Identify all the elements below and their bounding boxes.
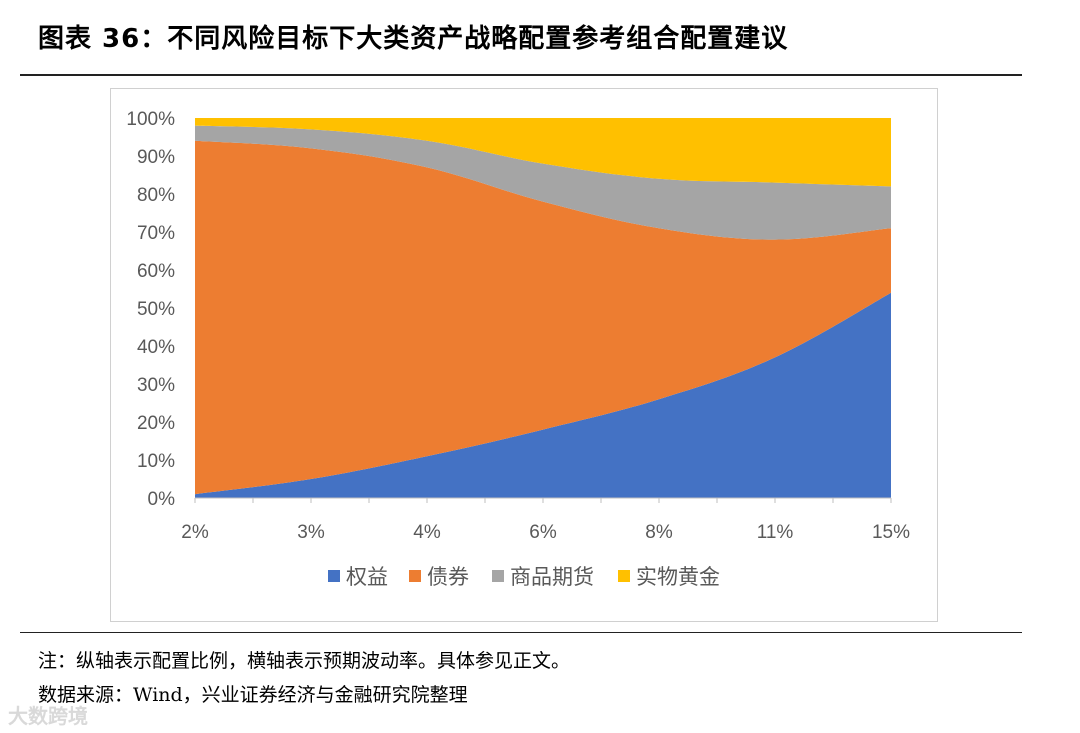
- y-tick-label: 80%: [137, 185, 175, 206]
- legend-label: 商品期货: [510, 565, 594, 589]
- x-tick-label: 2%: [181, 522, 209, 543]
- area-series-4: [195, 118, 891, 187]
- y-tick-label: 40%: [137, 337, 175, 358]
- stacked-area-chart: 0% 10% 20% 30% 40% 50% 60% 70% 80% 90% 100% 2% 3% 4% 6…: [126, 109, 910, 589]
- area-series-2: [195, 140, 891, 495]
- y-tick-label: 60%: [137, 261, 175, 282]
- x-tick-label: 11%: [757, 522, 794, 543]
- y-tick-label: 70%: [137, 223, 175, 244]
- y-tick-label: 50%: [137, 299, 175, 320]
- legend-swatch: [618, 570, 630, 582]
- x-tick-label: 15%: [872, 522, 910, 543]
- legend-label: 实物黄金: [636, 565, 720, 589]
- y-tick-label: 20%: [137, 413, 175, 434]
- y-tick-label: 100%: [126, 109, 175, 130]
- y-tick-label: 0%: [148, 489, 176, 510]
- figure-note: 注：纵轴表示配置比例，横轴表示预期波动率。具体参见正文。: [38, 650, 571, 672]
- bottom-rule: [20, 632, 1022, 633]
- y-tick-label: 30%: [137, 375, 175, 396]
- legend-label: 债券: [427, 565, 469, 589]
- figure-source: 数据来源：Wind，兴业证券经济与金融研究院整理: [38, 684, 468, 706]
- area-series-3: [195, 125, 891, 240]
- chart-frame: 0% 10% 20% 30% 40% 50% 60% 70% 80% 90% 100% 2% 3% 4% 6…: [110, 88, 938, 622]
- x-tick-label: 8%: [645, 522, 673, 543]
- y-tick-label: 90%: [137, 147, 175, 168]
- legend-swatch: [492, 570, 504, 582]
- x-tick-label: 3%: [297, 522, 325, 543]
- legend-label: 权益: [346, 565, 388, 589]
- legend-swatch: [328, 570, 340, 582]
- x-tick-label: 6%: [529, 522, 557, 543]
- top-rule: [20, 74, 1022, 76]
- legend-swatch: [409, 570, 421, 582]
- y-tick-label: 10%: [137, 451, 175, 472]
- area-series-1: [195, 292, 891, 498]
- x-tick-label: 4%: [413, 522, 441, 543]
- watermark: 大数跨境: [8, 704, 88, 728]
- figure-title: 图表 36：不同风险目标下大类资产战略配置参考组合配置建议: [38, 24, 789, 54]
